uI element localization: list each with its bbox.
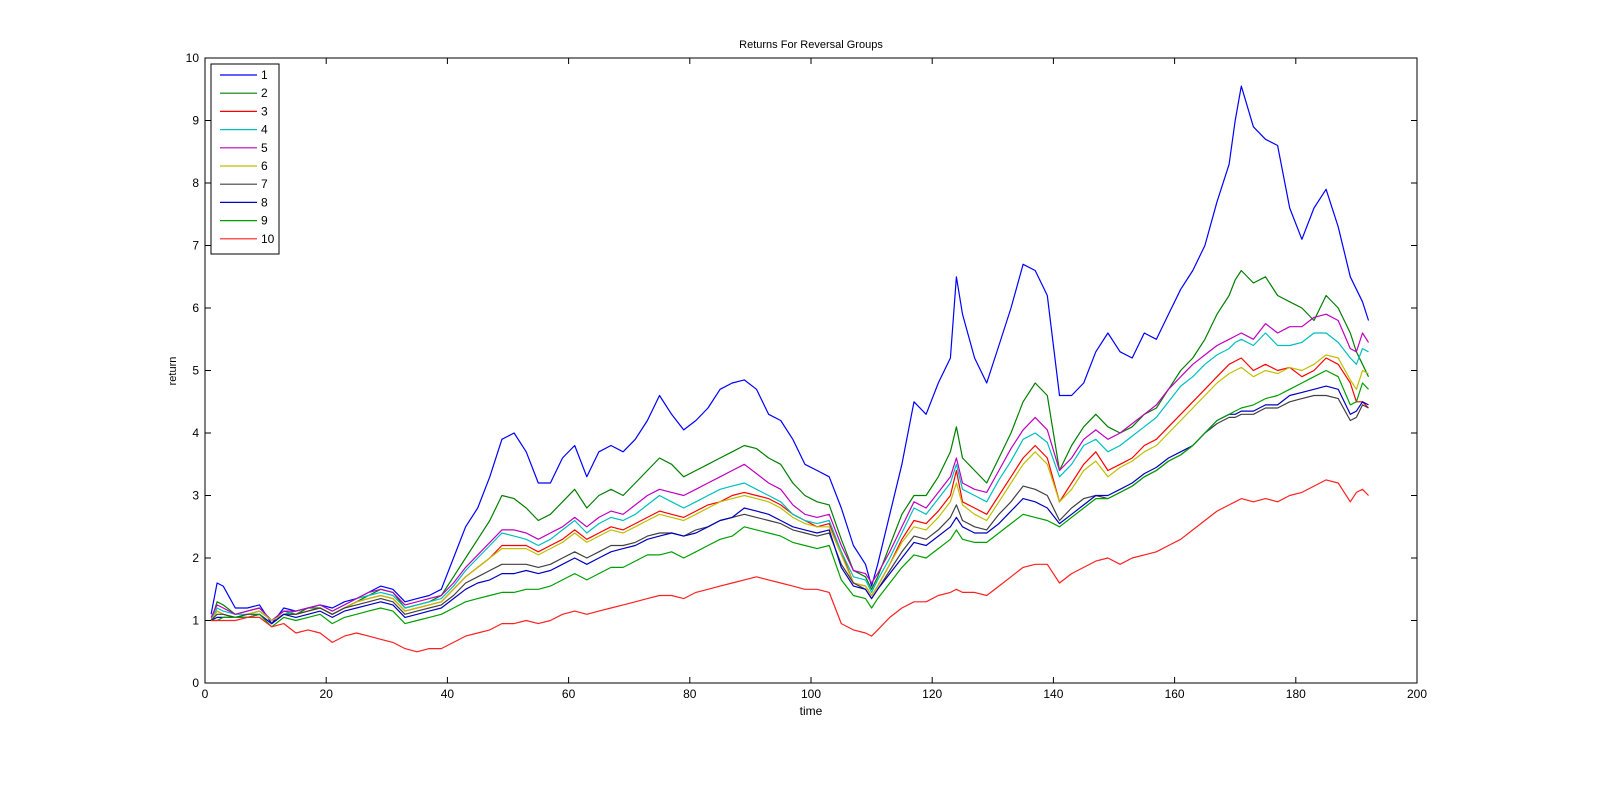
x-tick-label: 200 bbox=[1407, 687, 1427, 701]
y-tick-label: 4 bbox=[192, 426, 199, 440]
x-tick-label: 80 bbox=[683, 687, 697, 701]
legend-label-10: 10 bbox=[261, 232, 275, 246]
legend: 1 2 3 4 5 6 7 8 9 10 bbox=[210, 63, 280, 255]
legend-label-9: 9 bbox=[261, 214, 268, 228]
series-line-9 bbox=[211, 369, 1369, 628]
legend-box bbox=[210, 63, 280, 255]
legend-label-1: 1 bbox=[261, 68, 268, 82]
legend-label-3: 3 bbox=[261, 104, 268, 118]
y-tick-label: 8 bbox=[192, 176, 199, 190]
x-tick-label: 60 bbox=[562, 687, 576, 701]
series-line-6 bbox=[210, 354, 1369, 622]
y-tick-label: 10 bbox=[186, 51, 200, 65]
x-tick-label: 160 bbox=[1165, 687, 1185, 701]
y-tick-label: 6 bbox=[192, 301, 199, 315]
y-tick-label: 0 bbox=[192, 676, 199, 690]
y-tick-label: 3 bbox=[192, 489, 199, 503]
legend-label-2: 2 bbox=[261, 86, 268, 100]
series-layer bbox=[210, 85, 1370, 653]
legend-label-7: 7 bbox=[261, 177, 268, 191]
legend-label-5: 5 bbox=[261, 141, 268, 155]
x-tick-label: 40 bbox=[441, 687, 455, 701]
x-tick-label: 20 bbox=[320, 687, 334, 701]
legend-label-6: 6 bbox=[261, 159, 268, 173]
y-axis-label: return bbox=[167, 357, 179, 386]
legend-label-4: 4 bbox=[261, 123, 268, 137]
y-tick-label: 1 bbox=[192, 614, 199, 628]
plot-background bbox=[205, 58, 1417, 683]
x-tick-label: 120 bbox=[922, 687, 942, 701]
y-tick-label: 5 bbox=[192, 364, 199, 378]
y-tick-label: 7 bbox=[192, 239, 199, 253]
x-tick-label: 180 bbox=[1286, 687, 1306, 701]
x-tick-label: 100 bbox=[801, 687, 821, 701]
series-line-4 bbox=[210, 332, 1369, 622]
series-line-1 bbox=[210, 85, 1370, 625]
y-tick-label: 9 bbox=[192, 114, 199, 128]
y-tick-label: 2 bbox=[192, 551, 199, 565]
series-line-5 bbox=[210, 313, 1370, 622]
chart-title: Returns For Reversal Groups bbox=[739, 39, 883, 51]
x-tick-label: 140 bbox=[1043, 687, 1063, 701]
x-axis-label: time bbox=[800, 704, 823, 718]
legend-label-8: 8 bbox=[261, 195, 268, 209]
x-tick-label: 0 bbox=[202, 687, 209, 701]
series-line-10 bbox=[211, 479, 1369, 653]
tick-layer: 0 20 40 60 80 100 120 140 160 180 200 0 1 2 3 4 5 6 7 8 9 10 bbox=[186, 51, 1428, 701]
